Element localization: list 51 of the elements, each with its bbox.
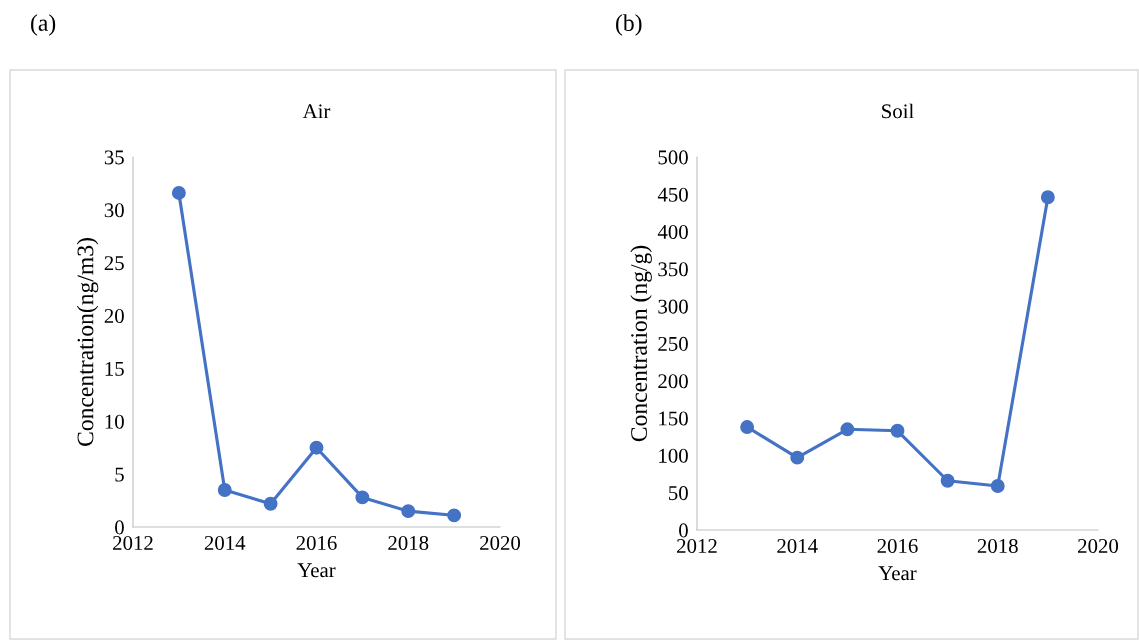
point: [1040, 190, 1055, 205]
y-tick-label: 10: [105, 414, 124, 429]
y-tick-label: 100: [659, 448, 688, 463]
x-tick-label: 2014: [204, 535, 246, 550]
point: [890, 423, 905, 438]
x-tick-label: 2018: [977, 538, 1018, 553]
point: [940, 473, 955, 488]
chart-title: Soil: [882, 103, 914, 119]
y-tick-label: 500: [658, 150, 688, 165]
y-tick-label: 15: [105, 361, 124, 376]
point: [309, 440, 324, 455]
point: [447, 508, 462, 523]
point: [171, 185, 186, 200]
chart-title: Air: [302, 104, 331, 119]
x-tick-label: 2012: [113, 535, 153, 550]
y-tick-label: 25: [104, 256, 124, 271]
x-axis-title: Year: [297, 563, 336, 578]
x-tick-label: 2020: [480, 535, 521, 550]
point: [217, 483, 232, 497]
y-tick-label: 30: [104, 203, 124, 218]
point: [840, 422, 855, 437]
point: [263, 496, 278, 511]
y-tick-label: 50: [669, 486, 688, 501]
point: [740, 420, 755, 434]
y-tick-label: 300: [658, 299, 688, 314]
y-tick-label: 400: [657, 224, 688, 240]
y-tick-label: 200: [658, 374, 688, 389]
x-tick-label: 2020: [1078, 538, 1119, 553]
x-tick-label: 2016: [296, 535, 337, 550]
y-tick-label: 350: [658, 262, 688, 277]
y-tick-label: 0: [679, 523, 688, 538]
x-tick-label: 2012: [677, 538, 717, 553]
text: (b): [616, 14, 642, 36]
y-axis-title: Concentration(ng/m3): [76, 238, 99, 446]
y-tick-label: 0: [115, 520, 124, 535]
y-tick-label: 450: [657, 187, 688, 202]
y-tick-label: 250: [658, 336, 688, 351]
point: [790, 450, 805, 465]
text: (a): [31, 14, 56, 36]
point: [355, 490, 370, 505]
y-tick-label: 35: [104, 150, 124, 165]
x-tick-label: 2018: [388, 535, 429, 550]
x-tick-label: 2014: [777, 538, 818, 553]
x-tick-label: 2016: [877, 538, 918, 553]
y-tick-label: 20: [104, 308, 124, 323]
y-tick-label: 150: [659, 411, 688, 426]
point: [990, 479, 1005, 493]
y-axis-title: Concentration (ng/g): [630, 245, 652, 442]
y-tick-label: 5: [115, 467, 124, 482]
x-axis-title: Year: [878, 566, 917, 581]
point: [401, 504, 416, 519]
